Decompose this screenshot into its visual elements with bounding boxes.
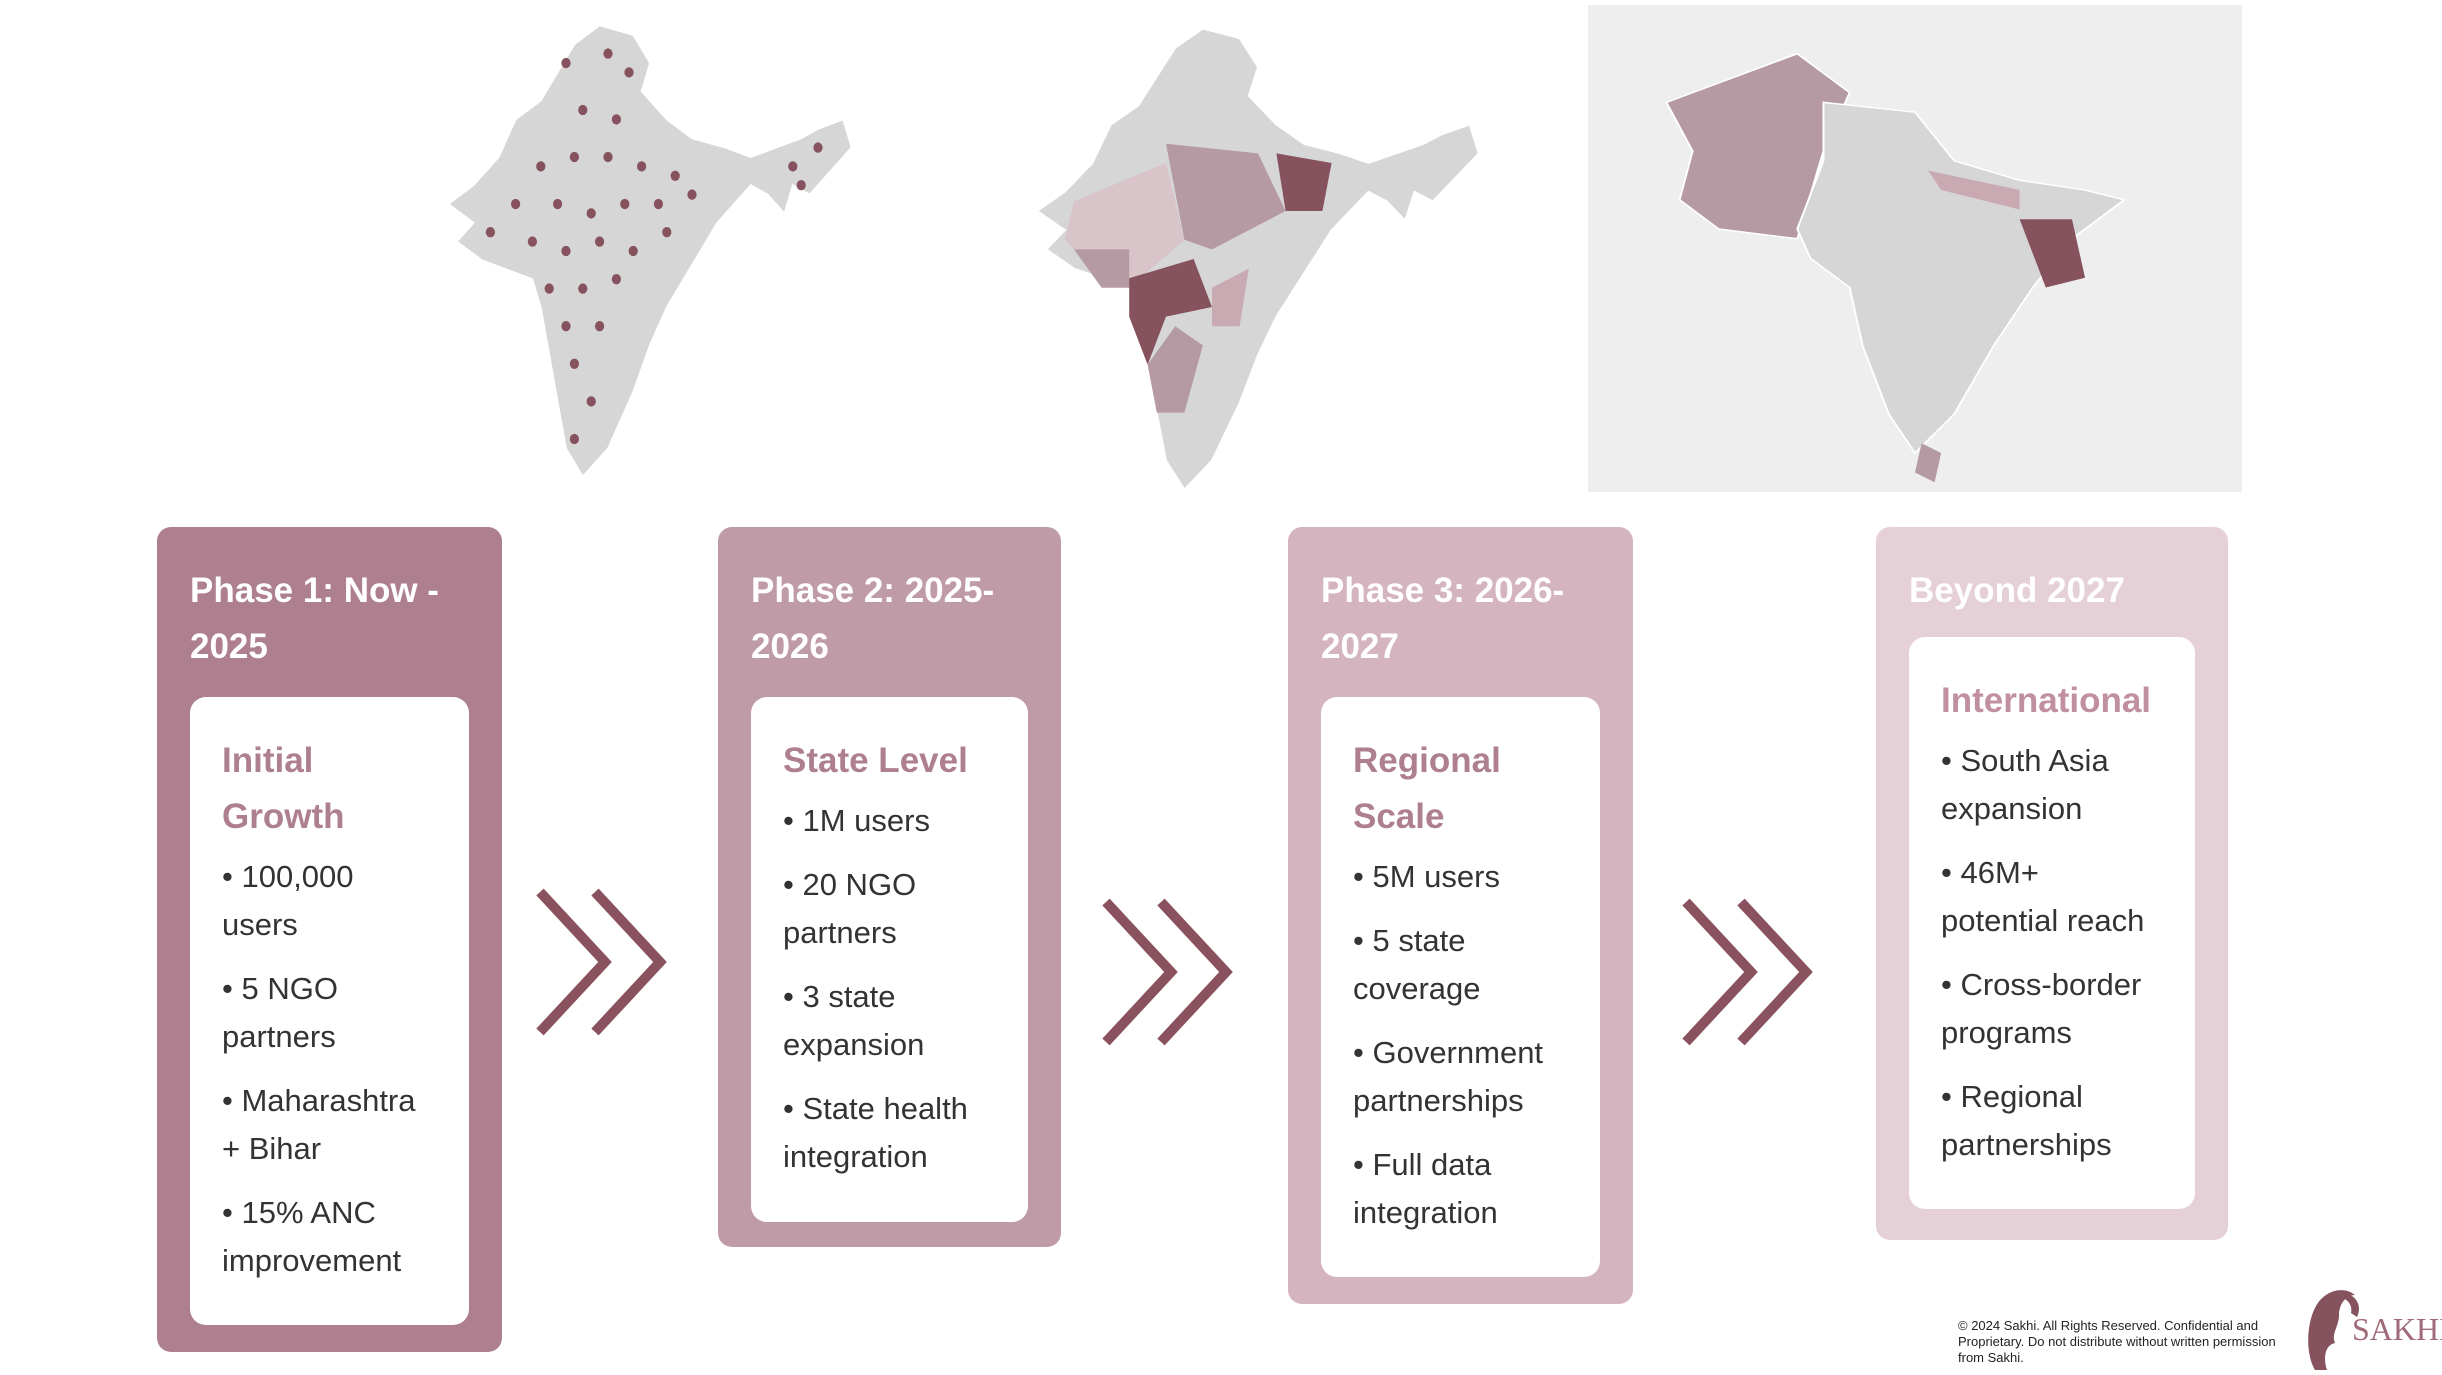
map-pin-icon xyxy=(544,283,554,294)
map-pin-icon xyxy=(510,198,521,210)
phase-title: Beyond 2027 xyxy=(1909,571,2125,610)
bullet-item: • State health integration xyxy=(783,1091,968,1174)
bullet-item: • 15% ANC improvement xyxy=(222,1195,402,1278)
bullet-item: • 46M+ potential reach xyxy=(1941,855,2145,938)
map-pin-icon xyxy=(628,245,638,257)
map-pin-icon xyxy=(624,67,634,78)
map-pin-icon xyxy=(594,321,605,332)
double-chevron-right-icon xyxy=(1102,898,1233,1046)
bullet-item: • 5 NGO partners xyxy=(222,971,338,1054)
map-pin-icon xyxy=(569,358,580,369)
south-asia-map xyxy=(1588,5,2242,492)
map-pin-icon xyxy=(527,236,538,247)
region-central xyxy=(1166,143,1286,250)
region-india xyxy=(1796,101,2127,455)
india-outline xyxy=(448,25,851,476)
map-pin-icon xyxy=(536,161,546,172)
region-bangladesh xyxy=(2019,219,2086,288)
bullet-item: • 5 state coverage xyxy=(1353,923,1481,1006)
phase-details: Initial Growth • 100,000 users • 5 NGO p… xyxy=(190,697,469,1325)
bullet-item: • 5M users xyxy=(1353,859,1500,894)
map-pin-icon xyxy=(796,180,806,191)
bullet-item: • Government partnerships xyxy=(1353,1035,1544,1118)
region-sri-lanka xyxy=(1915,443,1942,483)
region-karnataka xyxy=(1147,326,1203,413)
bullet-item: • 20 NGO partners xyxy=(783,867,917,950)
phase-subtitle: Regional Scale xyxy=(1353,741,1501,836)
map-pin-icon xyxy=(569,433,580,445)
map-pin-icon xyxy=(594,236,605,247)
region-gujarat xyxy=(1074,249,1130,288)
phase-details: State Level • 1M users • 20 NGO partners… xyxy=(751,697,1028,1222)
india-pin-map xyxy=(440,16,860,486)
map-pin-icon xyxy=(620,198,630,210)
logo-text: SAKHI xyxy=(2352,1311,2442,1347)
copyright-notice: © 2024 Sakhi. All Rights Reserved. Confi… xyxy=(1958,1318,2276,1365)
map-pin-icon xyxy=(611,114,622,125)
map-pin-icon xyxy=(561,321,571,332)
region-nepal xyxy=(1928,170,2020,210)
bullet-item: • 3 state expansion xyxy=(783,979,925,1062)
india-state-map xyxy=(1028,19,1488,499)
phase-subtitle: International xyxy=(1941,681,2152,720)
map-pin-icon xyxy=(586,208,596,219)
bullet-item: • Regional partnerships xyxy=(1941,1079,2112,1162)
map-pin-icon xyxy=(670,170,680,181)
phase-4-card: Beyond 2027 International • South Asia e… xyxy=(1876,527,2228,1240)
phase-details: Regional Scale • 5M users • 5 state cove… xyxy=(1321,697,1600,1277)
region-maharashtra xyxy=(1129,259,1212,365)
map-pin-icon xyxy=(561,245,571,257)
phase-3-card: Phase 3: 2026-2027 Regional Scale • 5M u… xyxy=(1288,527,1633,1304)
phase-title: Phase 3: 2026-2027 xyxy=(1321,571,1565,666)
bullet-item: • 100,000 users xyxy=(222,859,354,942)
map-pin-icon xyxy=(636,161,647,172)
phase-2-card: Phase 2: 2025-2026 State Level • 1M user… xyxy=(718,527,1061,1247)
bullet-item: • South Asia expansion xyxy=(1941,743,2109,826)
map-pin-icon xyxy=(561,57,571,69)
double-chevron-right-icon xyxy=(536,888,667,1036)
map-pin-icon xyxy=(662,227,672,238)
phase-1-card: Phase 1: Now - 2025 Initial Growth • 100… xyxy=(157,527,502,1352)
region-afghanistan-pakistan xyxy=(1665,52,1851,240)
bullet-item: • 1M users xyxy=(783,803,930,838)
region-bihar xyxy=(1276,153,1332,211)
map-pin-icon xyxy=(569,151,580,163)
sakhi-logo: SAKHI xyxy=(2285,1283,2442,1370)
map-pin-icon xyxy=(653,198,664,210)
bullet-item: • Maharashtra + Bihar xyxy=(222,1083,416,1166)
map-pin-icon xyxy=(611,274,622,285)
phase-details: International • South Asia expansion • 4… xyxy=(1909,637,2195,1209)
map-pin-icon xyxy=(603,151,613,163)
map-pin-icon xyxy=(552,198,563,210)
phase-subtitle: Initial Growth xyxy=(222,741,345,836)
map-pin-icon xyxy=(788,161,798,172)
map-pin-icon xyxy=(687,189,697,200)
double-chevron-right-icon xyxy=(1682,898,1813,1046)
phase-title: Phase 1: Now - 2025 xyxy=(190,571,439,666)
map-pin-icon xyxy=(586,396,596,407)
map-pin-icon xyxy=(603,48,613,59)
bullet-item: • Full data integration xyxy=(1353,1147,1498,1230)
map-pin-icon xyxy=(578,104,588,116)
phase-subtitle: State Level xyxy=(783,741,968,780)
map-pin-icon xyxy=(578,283,588,294)
map-pin-icon xyxy=(485,227,496,238)
phase-title: Phase 2: 2025-2026 xyxy=(751,571,995,666)
bullet-item: • Cross-border programs xyxy=(1941,967,2142,1050)
map-pin-icon xyxy=(813,142,823,153)
